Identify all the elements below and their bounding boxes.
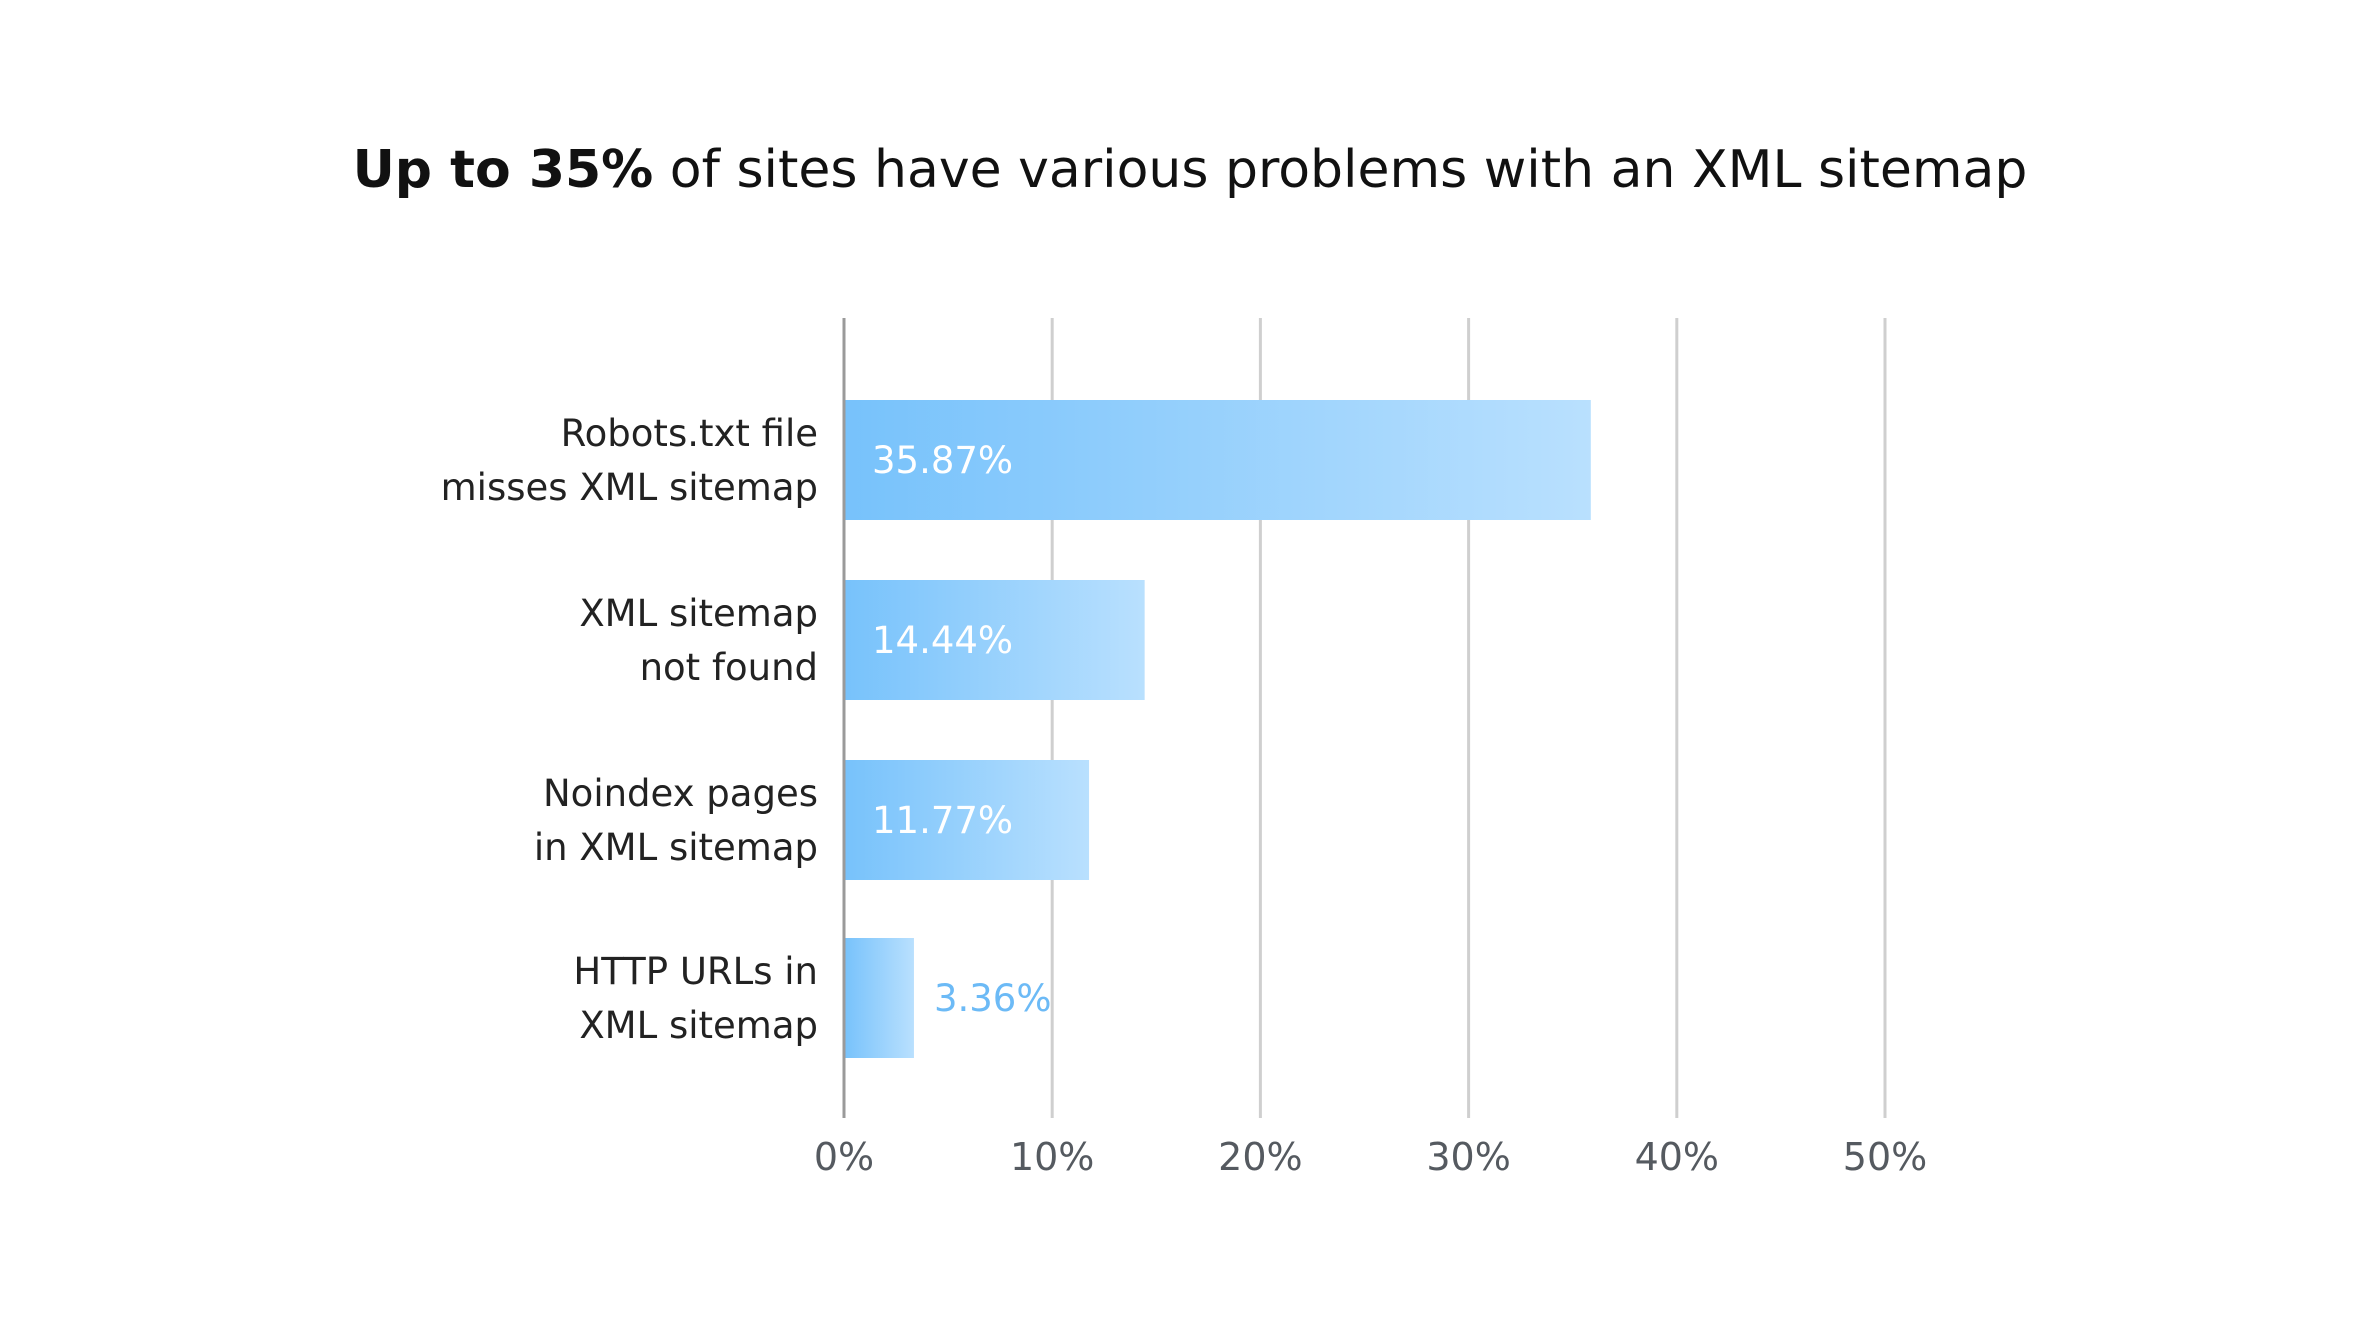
bar-layer xyxy=(844,400,1591,1058)
bar-2 xyxy=(844,580,1145,700)
category-label-4-line-2: XML sitemap xyxy=(579,1004,818,1047)
category-label-1-line-2: misses XML sitemap xyxy=(441,466,818,509)
chart-title-rest: of sites have various problems with an X… xyxy=(653,140,2028,200)
x-tick-label-40: 40% xyxy=(1635,1135,1719,1179)
data-label-3: 11.77% xyxy=(872,799,1013,842)
category-label-3-line-2: in XML sitemap xyxy=(534,826,818,869)
bar-3 xyxy=(844,760,1090,880)
bar-1 xyxy=(844,400,1591,520)
category-label-2-line-1: XML sitemap xyxy=(579,592,818,635)
chart-title-bold: Up to 35% xyxy=(352,140,654,200)
label-layer: 0% 10% 20% 30% 40% 50% 35.87% Robots.txt file mi… xyxy=(441,412,1928,1179)
category-label-3-line-1: Noindex pages xyxy=(543,772,818,815)
x-tick-label-10: 10% xyxy=(1010,1135,1094,1179)
data-label-4: 3.36% xyxy=(934,977,1052,1020)
data-label-2: 14.44% xyxy=(872,619,1013,662)
data-label-1: 35.87% xyxy=(872,439,1013,482)
x-tick-label-50: 50% xyxy=(1843,1135,1927,1179)
category-label-4-line-1: HTTP URLs in xyxy=(573,950,818,993)
chart-title: Up to 35% of sites have various problems… xyxy=(0,140,2380,200)
bar-4 xyxy=(844,938,914,1058)
x-tick-label-20: 20% xyxy=(1218,1135,1302,1179)
category-label-1-line-1: Robots.txt file xyxy=(561,412,818,455)
category-label-2-line-2: not found xyxy=(640,646,818,689)
x-tick-label-30: 30% xyxy=(1426,1135,1510,1179)
x-tick-label-0: 0% xyxy=(814,1135,874,1179)
